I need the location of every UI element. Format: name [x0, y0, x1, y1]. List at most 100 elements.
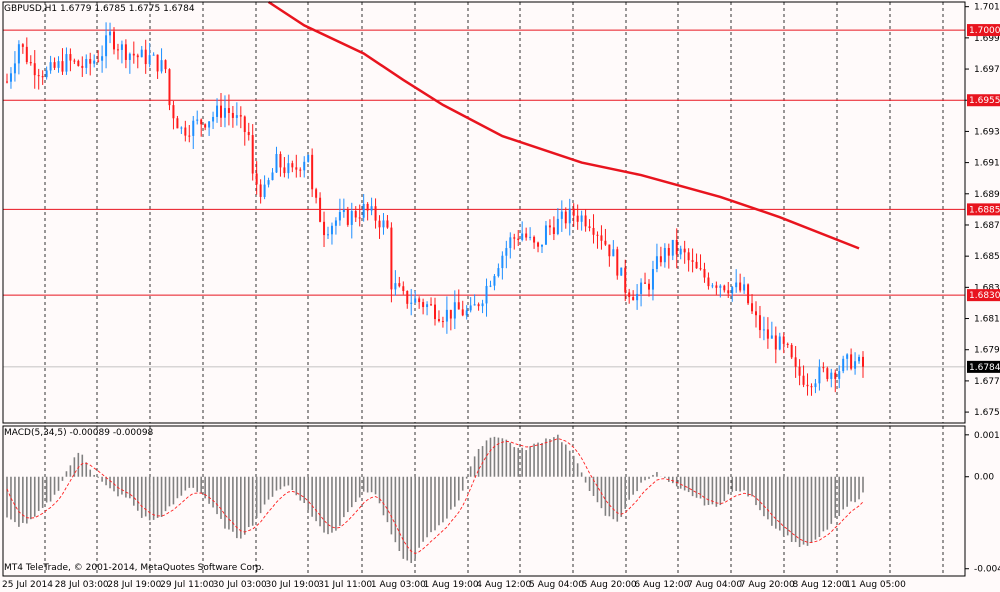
- candle-body: [564, 211, 567, 224]
- candle-body: [330, 225, 333, 235]
- candle-body: [188, 135, 191, 137]
- candle-body: [719, 285, 722, 288]
- candle-body: [406, 290, 409, 304]
- candle-body: [675, 239, 678, 255]
- macd-tick-label: 0.0019: [974, 431, 1000, 441]
- candle-body: [556, 218, 559, 235]
- candle-body: [493, 276, 496, 286]
- candle-body: [533, 236, 536, 243]
- macd-tick-label: 0.00: [974, 473, 994, 483]
- price-tick-label: 1.6795: [974, 346, 1000, 356]
- time-tick-label: 7 Aug 20:00: [740, 580, 795, 590]
- candle-body: [552, 227, 555, 235]
- candle-body: [679, 248, 682, 255]
- candle-body: [818, 367, 821, 384]
- candle-body: [303, 161, 306, 171]
- candle-body: [291, 163, 294, 168]
- candle-body: [128, 53, 131, 60]
- candle-body: [699, 268, 702, 270]
- candle-body: [140, 49, 143, 58]
- candle-body: [200, 119, 203, 125]
- candle-body: [156, 54, 159, 72]
- price-tick-label: 1.6855: [974, 252, 1000, 262]
- candle-body: [358, 217, 361, 219]
- candle-body: [342, 209, 345, 213]
- candle-body: [323, 221, 326, 236]
- candle-body: [600, 235, 603, 241]
- candle-body: [687, 252, 690, 261]
- candle-body: [390, 227, 393, 290]
- candle-body: [509, 237, 512, 249]
- candle-body: [426, 304, 429, 308]
- candle-body: [529, 236, 532, 238]
- candle-body: [231, 112, 234, 118]
- candle-body: [176, 118, 179, 129]
- chart-header-label: GBPUSD,H1 1.6779 1.6785 1.6775 1.6784: [4, 4, 195, 14]
- candle-body: [437, 319, 440, 322]
- candle-body: [648, 283, 650, 290]
- candle-body: [826, 368, 829, 379]
- candle-body: [707, 277, 710, 287]
- time-tick-label: 8 Aug 12:00: [793, 580, 848, 590]
- macd-panel: [6, 426, 944, 576]
- candle-body: [659, 256, 662, 263]
- time-tick-label: 1 Aug 03:00: [371, 580, 426, 590]
- candle-body: [25, 46, 28, 63]
- candle-body: [481, 303, 484, 307]
- price-tick-label: 1.6895: [974, 190, 1000, 200]
- candle-body: [584, 215, 587, 227]
- candle-body: [434, 304, 436, 320]
- candle-body: [370, 206, 373, 211]
- candle-body: [239, 115, 242, 117]
- candle-body: [85, 58, 88, 68]
- candle-body: [810, 386, 813, 388]
- candle-body: [580, 215, 583, 222]
- candle-body: [295, 167, 298, 170]
- candle-body: [132, 53, 135, 56]
- candle-body: [299, 169, 302, 171]
- candle-body: [243, 116, 246, 133]
- price-tick-label: 1.6875: [974, 221, 1000, 231]
- time-tick-label: 7 Aug 04:00: [687, 580, 742, 590]
- candle-body: [208, 121, 211, 128]
- candle-body: [723, 285, 726, 291]
- candle-body: [850, 354, 853, 369]
- candle-body: [739, 282, 742, 291]
- candle-body: [113, 31, 115, 50]
- candle-body: [164, 60, 167, 70]
- candle-body: [227, 108, 230, 113]
- candle-body: [806, 384, 809, 387]
- candle-body: [588, 226, 591, 228]
- candle-body: [65, 54, 68, 72]
- candle-body: [703, 268, 706, 278]
- candle-body: [196, 119, 199, 121]
- candle-body: [814, 383, 817, 388]
- candle-body: [220, 105, 222, 118]
- candle-body: [846, 354, 849, 359]
- candle-body: [544, 225, 547, 245]
- price-tick-label: 1.6975: [974, 65, 1000, 75]
- candle-body: [671, 239, 674, 256]
- candle-body: [834, 372, 837, 379]
- candle-body: [616, 249, 619, 276]
- candle-body: [97, 60, 100, 62]
- candle-body: [398, 283, 401, 287]
- candle-body: [453, 302, 456, 319]
- candle-body: [755, 311, 757, 316]
- time-tick-label: 30 Jul 19:00: [266, 580, 320, 590]
- price-level-label: 1.6955: [969, 96, 1000, 106]
- candle-body: [620, 267, 623, 276]
- price-level-label: 1.6830: [969, 291, 1000, 301]
- candle-body: [770, 335, 773, 339]
- candle-body: [766, 329, 769, 339]
- candle-body: [45, 70, 48, 78]
- candle-body: [862, 356, 864, 367]
- price-level-tag: [967, 24, 1000, 37]
- candle-body: [319, 197, 322, 222]
- candle-body: [69, 54, 72, 61]
- candle-body: [640, 282, 643, 294]
- price-panel: [3, 0, 965, 423]
- price-tick-label: 1.6995: [974, 34, 1000, 44]
- candle-body: [465, 310, 468, 316]
